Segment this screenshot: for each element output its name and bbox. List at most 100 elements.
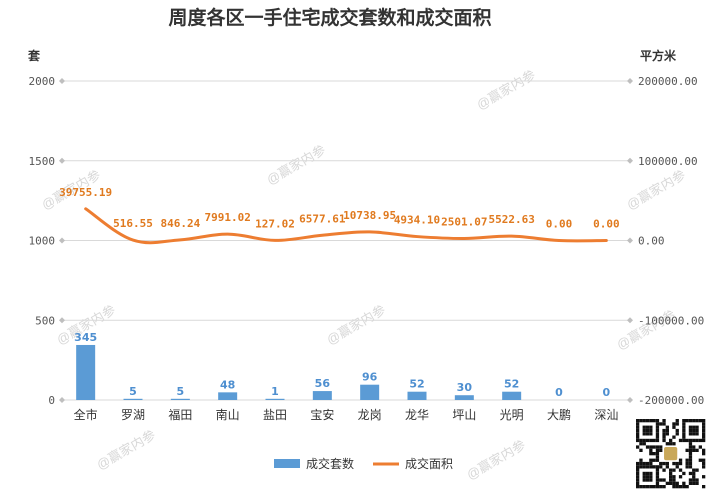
qr-module xyxy=(665,461,669,466)
qr-module xyxy=(665,428,669,433)
qr-module xyxy=(669,475,673,479)
qr-module xyxy=(688,445,693,449)
right-tick-marker-1 xyxy=(627,317,633,324)
qr-module xyxy=(636,478,640,482)
category-label-2: 福田 xyxy=(168,407,192,422)
qr-module xyxy=(692,481,696,485)
qr-module xyxy=(692,468,696,472)
qr-module xyxy=(636,422,640,426)
qr-logo xyxy=(664,447,678,461)
left-axis-ticks: 0 500 1000 1500 2000 xyxy=(29,75,56,407)
qr-module xyxy=(695,438,699,443)
qr-module xyxy=(655,438,660,443)
watermark-1: @赢家内参 xyxy=(264,142,328,188)
qr-module xyxy=(639,448,643,452)
bar-全市 xyxy=(76,344,96,400)
qr-module xyxy=(672,485,676,489)
qr-module xyxy=(675,465,679,469)
qr-module xyxy=(682,438,686,443)
qr-module xyxy=(702,461,706,466)
left-tick-marker-0 xyxy=(59,397,65,403)
qr-module xyxy=(645,432,650,436)
qr-module xyxy=(672,442,676,446)
qr-module xyxy=(702,422,706,426)
category-label-6: 龙岗 xyxy=(358,408,382,422)
qr-module xyxy=(678,468,683,472)
qr-module xyxy=(692,432,696,436)
qr-module xyxy=(642,425,646,429)
qr-module xyxy=(655,419,660,423)
qr-module xyxy=(682,422,686,426)
bar-南山 xyxy=(218,392,238,400)
line-label-盐田: 127.02 xyxy=(255,217,295,230)
qr-module xyxy=(698,458,702,462)
qr-module xyxy=(636,438,640,443)
qr-module xyxy=(675,428,679,433)
bar-label-福田: 5 xyxy=(177,385,185,398)
qr-module xyxy=(649,465,653,469)
bar-label-龙华: 52 xyxy=(409,378,424,391)
qr-module xyxy=(645,475,650,479)
bar-龙华 xyxy=(407,391,427,400)
qr-module xyxy=(655,448,660,452)
qr-module xyxy=(665,481,669,485)
qr-module xyxy=(649,478,653,482)
qr-module xyxy=(695,468,699,472)
qr-module xyxy=(655,478,660,482)
qr-module xyxy=(659,445,663,449)
qr-module xyxy=(639,458,643,462)
qr-module xyxy=(665,442,669,446)
qr-module xyxy=(692,419,696,423)
qr-module xyxy=(685,458,689,462)
qr-module xyxy=(688,425,693,429)
qr-module xyxy=(662,428,666,433)
qr-module xyxy=(688,452,693,456)
right-tick-marker-0 xyxy=(627,397,633,403)
qr-module xyxy=(662,419,666,423)
watermark-6: @赢家内参 xyxy=(94,427,158,473)
qr-module xyxy=(636,435,640,439)
qr-module xyxy=(649,452,653,456)
qr-module xyxy=(655,485,660,489)
qr-module xyxy=(678,485,683,489)
left-tick-marker-1 xyxy=(59,317,65,324)
category-label-3: 南山 xyxy=(216,407,240,422)
qr-module xyxy=(702,419,706,423)
line-label-福田: 846.24 xyxy=(160,217,200,230)
gridlines xyxy=(59,78,633,403)
qr-module xyxy=(695,448,699,452)
qr-module xyxy=(652,419,656,423)
left-tick-label-3: 1500 xyxy=(29,155,56,168)
right-axis-ticks: -200000.00 -100000.00 0.00 100000.00 200000.… xyxy=(638,75,704,407)
bar-龙岗 xyxy=(360,384,380,400)
qr-module xyxy=(652,445,656,449)
category-label-10: 大鹏 xyxy=(547,408,571,422)
qr-module xyxy=(692,448,696,452)
qr-module xyxy=(685,461,689,466)
bar-坪山 xyxy=(454,395,474,400)
qr-module xyxy=(672,481,676,485)
qr-module xyxy=(672,422,676,426)
qr-module xyxy=(645,425,650,429)
qr-module xyxy=(649,419,653,423)
qr-module xyxy=(669,471,673,476)
qr-module xyxy=(655,422,660,426)
qr-module xyxy=(688,461,693,466)
qr-module xyxy=(685,419,689,423)
qr-module xyxy=(675,419,679,423)
qr-module xyxy=(685,448,689,452)
qr-module xyxy=(665,432,669,436)
qr-module xyxy=(636,419,640,423)
qr-module xyxy=(692,438,696,443)
bar-series xyxy=(76,344,522,400)
qr-module xyxy=(692,475,696,479)
qr-module xyxy=(685,485,689,489)
legend: 成交套数 成交面积 xyxy=(274,456,453,471)
qr-module xyxy=(655,465,660,469)
qr-module xyxy=(662,461,666,466)
watermark-2: @赢家内参 xyxy=(474,67,538,113)
qr-module xyxy=(692,428,696,433)
right-tick-label-2: 0.00 xyxy=(638,235,665,248)
qr-module xyxy=(682,481,686,485)
left-tick-label-4: 2000 xyxy=(29,75,56,88)
